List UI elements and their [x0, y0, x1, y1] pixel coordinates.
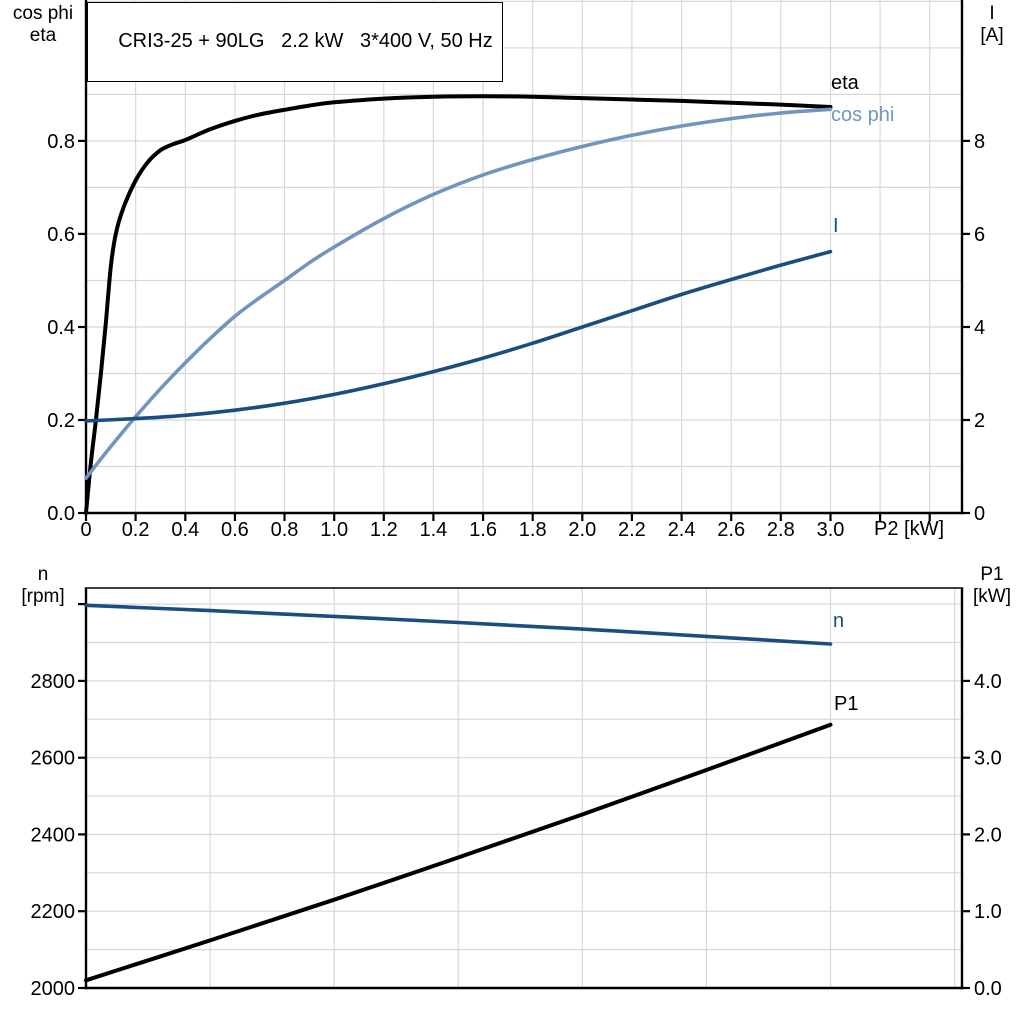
top-left-axis-title: cos phi eta [2, 3, 84, 47]
series-curve-P1 [84, 722, 833, 983]
tick-label-x: 2.0 [568, 519, 596, 541]
tick-label-x: 0.6 [221, 519, 249, 541]
axis-title-p1-unit: [kW] [973, 586, 1011, 607]
curve-label-current: I [833, 215, 839, 237]
axis-title-eta: eta [29, 25, 57, 46]
tick-label-left: 0.6 [47, 224, 75, 246]
tick-label-x: 1.0 [320, 519, 348, 541]
x-axis-title: P2 [kW] [874, 518, 945, 540]
tick-label-x: 0.8 [271, 519, 299, 541]
tick-label-right: 0 [974, 503, 985, 525]
tick-label-left: 0.0 [47, 503, 75, 525]
axis-title-current: I [989, 3, 995, 24]
tick-label-left: 2200 [31, 901, 76, 923]
tick-label-x: 2.2 [618, 519, 646, 541]
tick-label-left: 0.8 [47, 131, 75, 153]
tick-label-x: 1.8 [519, 519, 547, 541]
tick-label-left: 2000 [31, 978, 76, 1000]
curve-label-speed: n [833, 610, 845, 632]
tick-label-left: 2800 [31, 671, 76, 693]
axis-title-speed-unit: [rpm] [21, 586, 65, 607]
tick-label-x: 3.0 [817, 519, 845, 541]
tick-label-right: 1.0 [974, 901, 1002, 923]
tick-label-x: 1.6 [469, 519, 497, 541]
series-curve-I [84, 249, 833, 423]
tick-label-x: 0 [80, 519, 91, 541]
tick-label-left: 0.2 [47, 410, 75, 432]
tick-label-left: 2400 [31, 824, 76, 846]
curve-label-cos-phi: cos phi [831, 104, 895, 126]
series-curve-cos-phi [84, 107, 833, 480]
tick-label-right: 2 [974, 410, 985, 432]
curve-label-eta: eta [831, 72, 859, 94]
tick-label-x: 1.4 [419, 519, 447, 541]
chart-title: CRI3-25 + 90LG 2.2 kW 3*400 V, 50 Hz [118, 30, 493, 52]
tick-label-right: 6 [974, 224, 985, 246]
axis-title-current-unit: [A] [980, 25, 1004, 46]
tick-label-right: 0.0 [974, 978, 1002, 1000]
tick-label-right: 2.0 [974, 824, 1002, 846]
bottom-left-axis-title: n [rpm] [4, 564, 82, 608]
tick-label-right: 4 [974, 317, 985, 339]
tick-label-right: 4.0 [974, 671, 1002, 693]
curve-label-p1: P1 [834, 693, 859, 715]
tick-label-x: 2.8 [767, 519, 795, 541]
axis-title-cosphi: cos phi [12, 3, 74, 24]
axis-title-p1: P1 [980, 564, 1004, 585]
series-curve-n [84, 603, 833, 646]
tick-label-right: 8 [974, 131, 985, 153]
tick-label-right: 3.0 [974, 748, 1002, 770]
tick-label-x: 2.4 [668, 519, 696, 541]
top-right-axis-title: I [A] [963, 3, 1021, 47]
bottom-right-axis-title: P1 [kW] [962, 564, 1022, 608]
tick-label-x: 0.4 [171, 519, 199, 541]
axis-title-speed: n [37, 564, 49, 585]
chart-title-box: CRI3-25 + 90LG 2.2 kW 3*400 V, 50 Hz [87, 2, 503, 82]
series-curve-eta [84, 94, 833, 515]
tick-label-x: 0.2 [122, 519, 150, 541]
tick-label-x: 2.6 [717, 519, 745, 541]
tick-label-left: 0.4 [47, 317, 75, 339]
tick-label-left: 2600 [31, 748, 76, 770]
tick-label-x: 1.2 [370, 519, 398, 541]
